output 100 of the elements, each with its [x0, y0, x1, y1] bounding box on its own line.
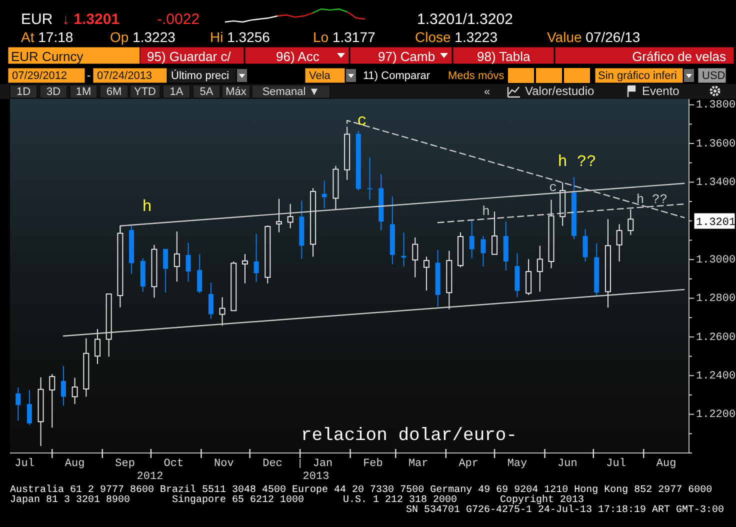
candlestick — [83, 338, 90, 398]
text: -.0022 — [157, 11, 200, 28]
x-tick-label: May — [507, 458, 528, 470]
text: Lo 1.3177 — [313, 29, 376, 45]
text: Close 1.3223 — [415, 29, 498, 45]
x-tick-label: Aug — [656, 458, 676, 470]
text: Copyright 2013 — [500, 494, 584, 506]
candlestick — [604, 218, 611, 308]
text: 1A — [170, 86, 184, 98]
y-tick-label: 1.3800 — [696, 100, 736, 112]
y-tick-label: 1.2600 — [696, 332, 736, 344]
text: Último preci — [171, 69, 230, 82]
text: Japan 81 3 3201 8900 — [10, 495, 130, 506]
candlestick — [560, 182, 566, 226]
candlestick — [435, 249, 440, 308]
text: 1.3201 — [696, 217, 736, 229]
x-tick-label: Dec — [262, 458, 282, 470]
text: 96) Acc — [276, 49, 320, 64]
candlestick — [446, 250, 452, 310]
candlestick — [208, 282, 214, 320]
x-tick-label: Jan — [312, 458, 333, 470]
candlestick — [299, 200, 304, 260]
candlestick — [423, 256, 430, 292]
candlestick — [129, 225, 134, 274]
candlestick — [26, 389, 32, 426]
text: 11) Comparar — [363, 70, 430, 82]
text: Sin gráfico inferi — [598, 70, 677, 82]
text: Hi 1.3256 — [210, 29, 270, 45]
candlestick — [367, 156, 372, 200]
text: 97) Camb — [378, 49, 436, 64]
candlestick — [378, 173, 384, 232]
candlestick — [140, 258, 146, 292]
text: Value 07/26/13 — [547, 29, 640, 45]
text: 1D — [16, 86, 31, 98]
annotation: c — [549, 180, 557, 195]
candlestick — [60, 365, 66, 406]
candlestick — [94, 328, 101, 365]
annotation: h ?? — [558, 153, 596, 171]
candlestick — [469, 218, 474, 259]
x-tick-label: Oct — [164, 458, 184, 470]
candlestick — [571, 176, 576, 240]
text: « — [484, 86, 490, 98]
text: U.S. 1 212 318 2000 — [343, 495, 458, 506]
text: Singapore 65 6212 1000 — [172, 494, 304, 506]
candlestick — [503, 221, 508, 272]
text: 5A — [200, 86, 214, 98]
candlestick — [38, 376, 44, 447]
text: 98) Tabla — [477, 49, 532, 64]
candlestick — [390, 196, 395, 265]
text: 95) Guardar c/ — [147, 49, 232, 64]
x-tick-label: Sep — [115, 458, 135, 470]
text: Máx — [226, 86, 247, 98]
candlestick — [514, 252, 520, 298]
candlestick — [322, 180, 327, 209]
candlestick — [536, 245, 543, 292]
candlestick — [356, 130, 361, 191]
x-tick-label: Jun — [558, 458, 578, 470]
candlestick — [412, 237, 418, 278]
text: Australia 61 2 9777 8600 Brazil 5511 3048 4500 Europe 44 20 7330 7500 Germany 49 69 9204 1210 Hong Kong 852 2977 6000 — [10, 484, 712, 496]
text: 07/24/2013 — [97, 70, 152, 82]
text: Vela — [309, 70, 332, 82]
candlestick — [480, 235, 486, 268]
text: 2013 — [302, 471, 330, 483]
x-tick-label: Mar — [408, 458, 428, 470]
text: Meds móvs — [448, 70, 505, 82]
text: 1.3201/1.3202 — [417, 11, 513, 28]
candlestick — [219, 296, 226, 326]
candlestick — [174, 231, 180, 282]
candlestick — [197, 254, 202, 294]
text: 6M — [106, 86, 122, 98]
candlestick — [254, 233, 259, 282]
y-tick-label: 1.3600 — [696, 138, 736, 150]
text: SN 534701 G726-4275-1 24-Jul-13 17:18:19 ART GMT-3:00 — [406, 504, 724, 516]
candlestick — [276, 198, 282, 233]
text: 3D — [46, 86, 61, 98]
annotation: c — [357, 112, 367, 130]
text: Evento — [642, 84, 680, 98]
text: At 17:18 — [21, 29, 74, 45]
x-tick-label: Nov — [214, 458, 234, 470]
text: EUR — [21, 11, 53, 28]
annotation: h ?? — [636, 192, 668, 207]
text: USD — [702, 70, 726, 82]
candlestick — [594, 242, 600, 296]
y-tick-label: 1.3400 — [696, 177, 736, 190]
text: Op 1.3223 — [110, 29, 176, 45]
candlestick — [186, 242, 191, 282]
candlestick — [616, 224, 622, 262]
y-tick-label: 1.2200 — [696, 409, 736, 422]
x-tick-label: Jul — [14, 458, 34, 470]
y-tick-label: 1.3000 — [696, 254, 736, 266]
text: ↓ 1.3201 — [62, 11, 120, 28]
text: Semanal ▼ — [262, 86, 320, 98]
x-tick-label: Feb — [363, 458, 383, 470]
y-tick-label: 1.2800 — [696, 293, 736, 306]
y-tick-label: 1.2400 — [696, 370, 736, 383]
candlestick — [548, 199, 554, 269]
candlestick — [72, 377, 78, 405]
text: - — [87, 70, 91, 82]
annotation: h — [142, 198, 152, 216]
candlestick — [287, 203, 294, 229]
